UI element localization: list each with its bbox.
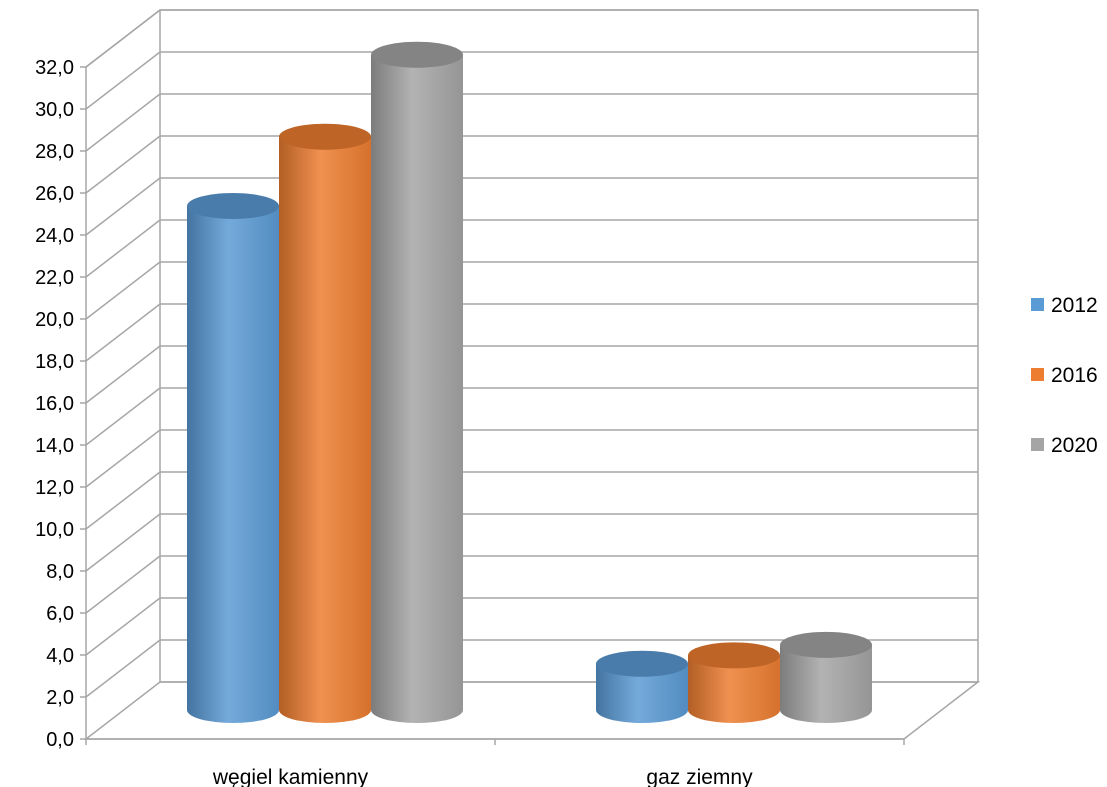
bars	[187, 41, 872, 724]
side-gridline	[85, 513, 161, 572]
side-gridline	[85, 51, 161, 110]
legend-swatch	[1031, 438, 1044, 451]
side-gridline	[85, 177, 161, 236]
y-tick-label: 32,0	[35, 57, 74, 79]
bar-body	[596, 663, 688, 723]
bar-top	[187, 193, 279, 219]
side-gridline	[85, 555, 161, 614]
bar-body	[371, 54, 463, 724]
legend-label: 2012	[1051, 294, 1098, 317]
legend-label: 2020	[1051, 434, 1098, 457]
bar-top	[780, 631, 872, 658]
legend-label: 2016	[1051, 364, 1098, 387]
y-tick-label: 30,0	[35, 99, 74, 121]
y-tick-label: 8,0	[46, 561, 74, 583]
legend: 2012 2016 2020	[1031, 294, 1098, 457]
bar-body	[279, 136, 371, 723]
bar-top	[596, 650, 688, 677]
bar-2016	[688, 642, 780, 723]
y-tick-label: 2,0	[46, 687, 74, 709]
y-tick-label: 26,0	[35, 183, 74, 205]
y-tick-label: 4,0	[46, 645, 74, 667]
legend-swatch	[1031, 368, 1044, 381]
side-gridline	[85, 429, 161, 488]
side-gridline	[85, 345, 161, 404]
bar-2016	[279, 123, 371, 723]
y-tick-label: 0,0	[46, 729, 74, 751]
legend-item-2016: 2016	[1031, 364, 1098, 387]
y-tick-label: 6,0	[46, 603, 74, 625]
side-gridline	[85, 261, 161, 320]
y-tick-label: 28,0	[35, 141, 74, 163]
y-axis-tick-labels: 0,0 2,0 4,0 6,0 8,0 10,0 12,0 14,0 16,0 18,0 20,0 2…	[35, 57, 74, 751]
side-gridline	[85, 387, 161, 446]
bar-2012	[596, 650, 688, 723]
x-category-label: węgiel kamienny	[212, 766, 369, 787]
bar-2020	[780, 631, 872, 723]
side-gridline	[85, 219, 161, 278]
bar-2020	[371, 41, 463, 724]
x-category-label: gaz ziemny	[646, 766, 753, 787]
bar-top	[279, 123, 371, 150]
legend-swatch	[1031, 298, 1044, 311]
y-tick-label: 10,0	[35, 519, 74, 541]
y-tick-label: 24,0	[35, 225, 74, 247]
bar-2012	[187, 193, 279, 723]
bar-top	[371, 41, 463, 68]
axes	[80, 66, 905, 745]
y-tick-label: 14,0	[35, 435, 74, 457]
bar-top	[688, 642, 780, 669]
bar-body	[187, 206, 279, 723]
side-gridline	[85, 471, 161, 530]
side-gridline	[85, 639, 161, 698]
y-tick-label: 22,0	[35, 267, 74, 289]
y-tick-label: 20,0	[35, 309, 74, 331]
side-gridline	[85, 303, 161, 362]
side-gridline	[85, 135, 161, 194]
bar-body	[780, 644, 872, 723]
legend-item-2012: 2012	[1031, 294, 1098, 317]
y-tick-label: 18,0	[35, 351, 74, 373]
side-gridline	[85, 93, 161, 152]
side-gridline	[85, 597, 161, 656]
bar-body	[688, 655, 780, 723]
y-tick-label: 16,0	[35, 393, 74, 415]
side-gridline	[85, 9, 161, 68]
x-axis-category-labels: węgiel kamienny gaz ziemny	[212, 766, 753, 787]
legend-item-2020: 2020	[1031, 434, 1098, 457]
y-tick-label: 12,0	[35, 477, 74, 499]
